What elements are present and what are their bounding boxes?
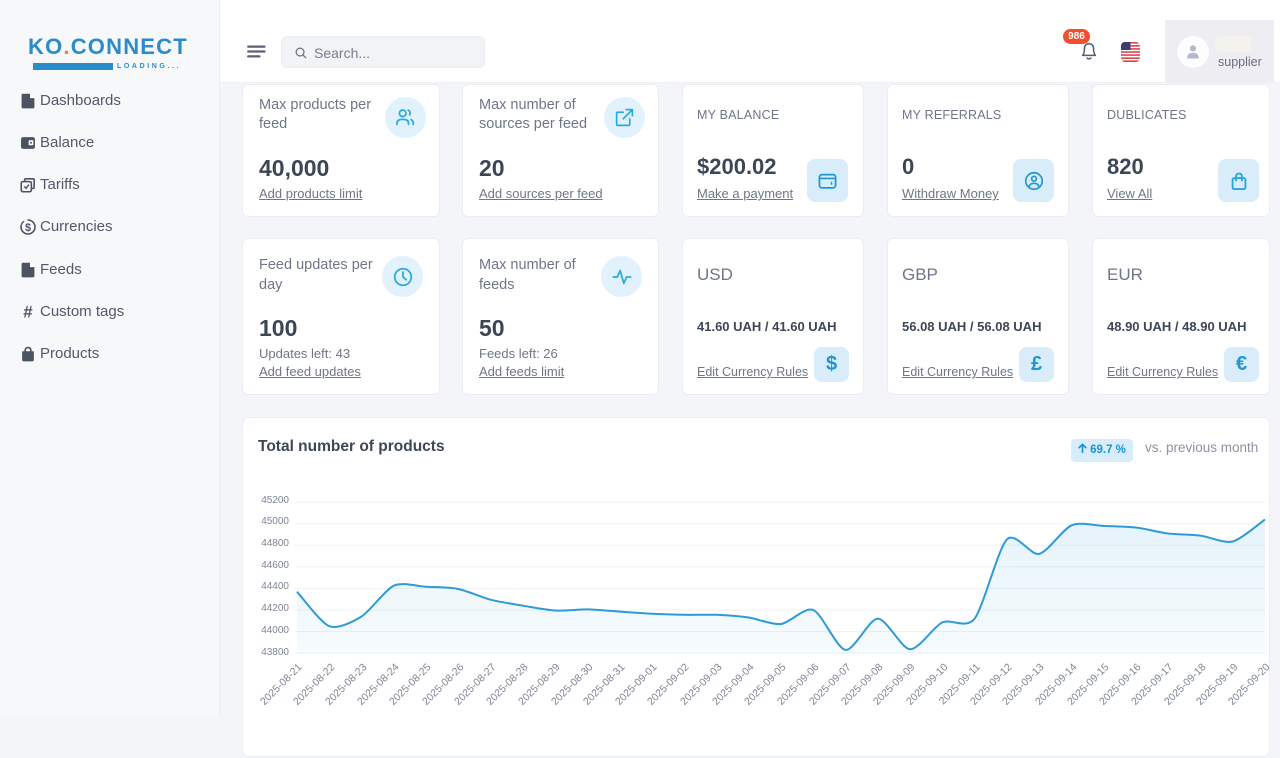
svg-text:#: # bbox=[23, 303, 33, 321]
svg-text:$: $ bbox=[25, 222, 31, 234]
